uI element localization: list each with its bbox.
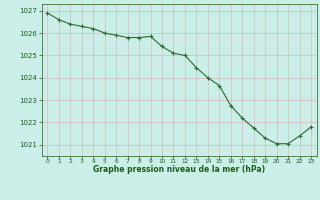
X-axis label: Graphe pression niveau de la mer (hPa): Graphe pression niveau de la mer (hPa)	[93, 165, 265, 174]
